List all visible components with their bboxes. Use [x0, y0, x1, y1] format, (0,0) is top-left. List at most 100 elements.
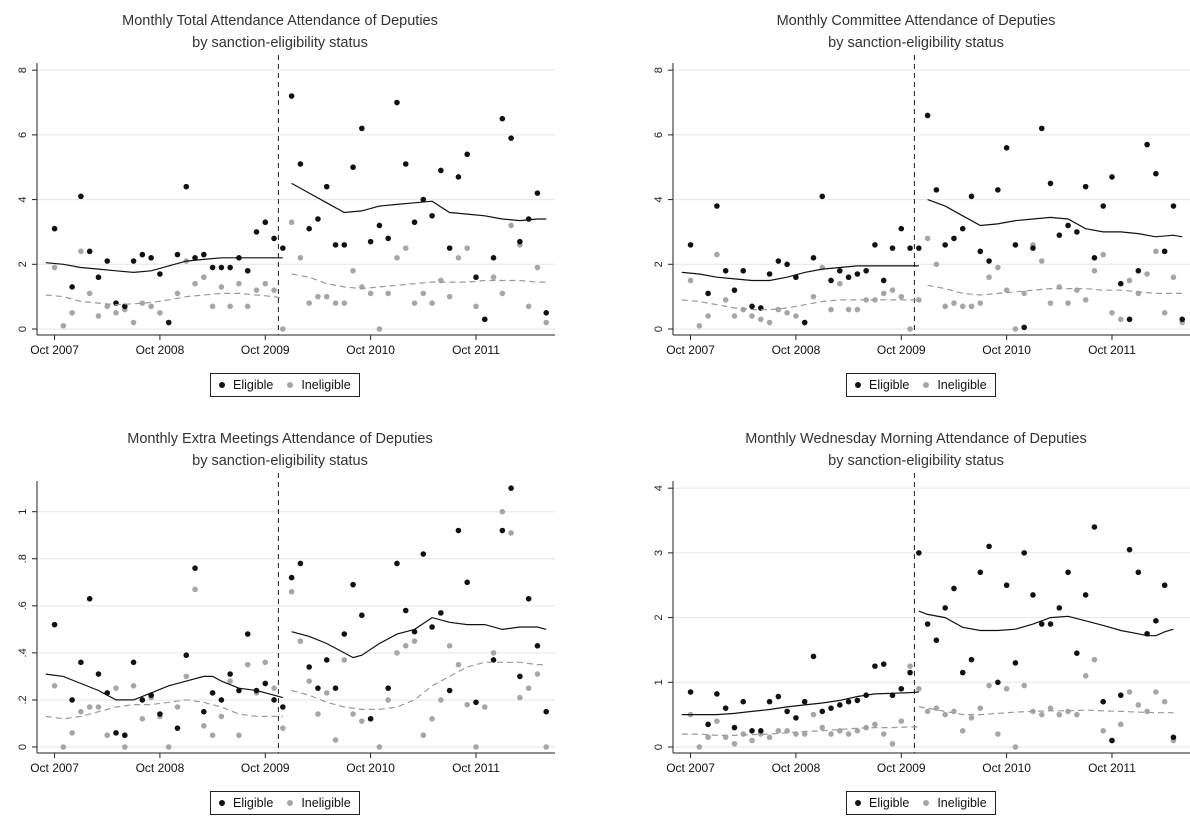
ineligible-point	[1021, 290, 1027, 297]
eligible-point	[705, 290, 711, 297]
ineligible-point	[898, 293, 905, 300]
eligible-point	[977, 248, 984, 255]
ineligible-point	[411, 638, 418, 644]
ineligible-point	[1082, 297, 1089, 303]
ineligible-point	[1170, 274, 1177, 281]
eligible-point	[1030, 245, 1036, 251]
ineligible-point	[341, 657, 348, 663]
eligible-point	[438, 167, 444, 174]
ineligible-point	[1135, 702, 1142, 708]
eligible-point	[280, 704, 286, 710]
eligible-point	[1038, 621, 1045, 627]
ineligible-point	[1012, 326, 1019, 332]
eligible-point	[473, 699, 479, 706]
eligible-point	[499, 115, 506, 122]
y-tick-label: 2	[17, 261, 29, 267]
eligible-point	[218, 264, 225, 271]
eligible-point	[306, 225, 312, 232]
ineligible-trend-post	[291, 661, 547, 710]
ineligible-point	[490, 274, 497, 281]
ineligible-point	[1117, 721, 1124, 728]
eligible-point	[385, 235, 391, 242]
x-tick-label: Oct 2011	[452, 761, 500, 775]
eligible-point	[1109, 737, 1115, 744]
chart-plot: 0 .2 .4 .6 .8 1 Oct 2007 Oct 2008 Oct 2009 Oct 20…	[17, 473, 555, 775]
eligible-point	[995, 187, 1001, 193]
eligible-point	[376, 222, 383, 229]
ineligible-point	[1003, 287, 1010, 293]
eligible-point	[749, 728, 755, 734]
eligible-point	[341, 242, 348, 248]
eligible-point	[86, 248, 93, 255]
legend-ineligible-label: Ineligible	[937, 378, 987, 392]
ineligible-point	[766, 319, 773, 326]
ineligible-point	[86, 704, 93, 710]
ineligible-point	[933, 705, 940, 711]
eligible-point	[1021, 324, 1027, 331]
eligible-point	[429, 624, 435, 630]
eligible-point	[95, 274, 102, 281]
eligible-point	[907, 245, 913, 251]
ineligible-point	[315, 711, 321, 717]
eligible-point	[288, 574, 295, 581]
ineligible-point	[130, 683, 137, 689]
ineligible-point	[192, 280, 198, 287]
y-tick-label: .2	[17, 695, 29, 704]
eligible-point	[793, 274, 799, 281]
ineligible-point	[455, 661, 462, 668]
ineligible-point	[1047, 300, 1054, 306]
ineligible-point	[499, 508, 506, 515]
legend-eligible-label: Eligible	[869, 796, 910, 810]
eligible-point	[1144, 141, 1150, 148]
chart-title: Monthly Committee Attendance of Deputies	[776, 13, 1056, 29]
ineligible-point	[332, 737, 339, 743]
chart-title: Monthly Extra Meetings Attendance of Dep…	[127, 431, 433, 447]
eligible-point	[183, 652, 190, 659]
ineligible-point	[209, 303, 216, 310]
eligible-trend-post	[927, 199, 1183, 238]
ineligible-point	[845, 306, 852, 313]
ineligible-point	[411, 300, 418, 306]
ineligible-point	[696, 322, 703, 329]
eligible-point	[959, 669, 966, 676]
ineligible-point	[714, 718, 720, 724]
eligible-point	[218, 697, 225, 703]
ineligible-point	[933, 261, 940, 268]
eligible-marker	[855, 800, 861, 806]
y-tick-label: 8	[653, 67, 665, 73]
x-tick-label: Oct 2010	[346, 761, 395, 775]
eligible-point	[323, 183, 330, 190]
ineligible-marker	[923, 800, 930, 806]
eligible-point	[420, 551, 427, 557]
eligible-point	[464, 579, 471, 586]
ineligible-point	[508, 222, 514, 229]
chart-plot: 0 2 4 6 8 Oct 2007 Oct 2008 Oct 2009 Oct 2010 Oct…	[17, 55, 555, 357]
eligible-point	[801, 698, 808, 705]
ineligible-point	[323, 690, 330, 696]
ineligible-point	[898, 718, 905, 724]
eligible-point	[253, 229, 260, 235]
ineligible-point	[714, 251, 720, 258]
eligible-point	[749, 303, 755, 310]
eligible-point	[740, 267, 747, 274]
ineligible-point	[1144, 708, 1150, 715]
ineligible-point	[473, 744, 479, 750]
ineligible-point	[209, 732, 216, 739]
eligible-point	[385, 685, 391, 691]
chart-legend: Eligible Ineligible	[846, 791, 996, 815]
chart-title: Monthly Wednesday Morning Attendance of …	[745, 431, 1087, 447]
ineligible-point	[1161, 698, 1168, 705]
ineligible-point	[968, 303, 975, 310]
ineligible-point	[775, 306, 782, 313]
ineligible-point	[959, 728, 966, 734]
chart-legend: Eligible Ineligible	[846, 373, 996, 397]
ineligible-point	[201, 274, 207, 281]
ineligible-point	[749, 737, 755, 744]
ineligible-point	[916, 297, 922, 303]
ineligible-point	[740, 306, 747, 313]
chart-subtitle: by sanction-eligibility status	[192, 453, 368, 469]
ineligible-point	[880, 731, 887, 737]
eligible-point	[438, 610, 444, 616]
ineligible-point	[271, 685, 277, 691]
ineligible-point	[113, 310, 119, 316]
